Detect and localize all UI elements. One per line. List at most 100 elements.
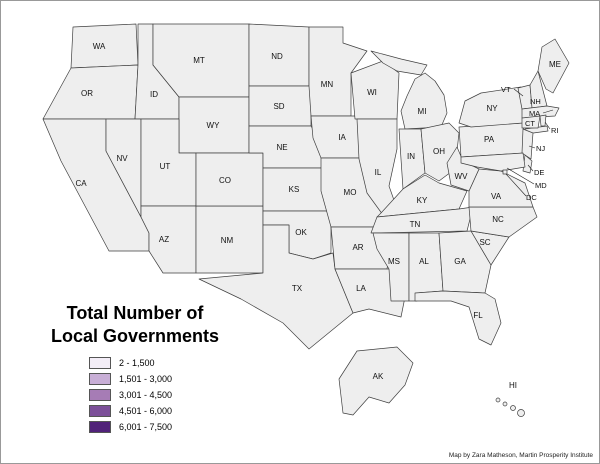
- state-hi-island-4: [517, 409, 525, 417]
- state-label-pa: PA: [484, 135, 495, 144]
- state-label-sd: SD: [273, 102, 284, 111]
- legend-row-2: 1,501 - 3,000: [89, 373, 172, 385]
- state-label-wi: WI: [367, 88, 377, 97]
- state-label-id: ID: [150, 90, 158, 99]
- leader-line-nj: [528, 145, 536, 149]
- state-wv-shape: [446, 146, 480, 192]
- leader-line-dc: [505, 173, 527, 197]
- map-title: Total Number of Local Governments: [29, 302, 241, 347]
- legend-label-3: 3,001 - 4,500: [119, 390, 173, 400]
- legend-row-3: 3,001 - 4,500: [89, 389, 172, 401]
- state-label-la: LA: [356, 284, 366, 293]
- legend-label-2: 1,501 - 3,000: [119, 374, 173, 384]
- attribution: Map by Zara Matheson, Martin Prosperity …: [448, 452, 593, 459]
- state-ri-shape: [539, 114, 547, 127]
- state-label-nc: NC: [492, 215, 504, 224]
- state-label-in: IN: [407, 152, 415, 161]
- state-labels: WA OR CA NV ID MT WY UT AZ NM CO ND SD N…: [75, 42, 561, 390]
- state-label-hi: HI: [509, 381, 517, 390]
- legend-swatch-3: [89, 389, 111, 401]
- leader-line-md: [506, 167, 535, 185]
- state-label-vt: VT: [501, 85, 511, 94]
- state-label-az: AZ: [159, 235, 169, 244]
- leader-line-ma: [542, 109, 554, 114]
- state-wi-shape: [350, 60, 400, 120]
- state-label-tn: TN: [410, 220, 421, 229]
- legend-swatch-5: [89, 421, 111, 433]
- state-mi-lp-shape: [400, 72, 448, 130]
- state-hi-island-2: [502, 401, 508, 407]
- state-label-or: OR: [81, 89, 93, 98]
- state-label-ky: KY: [417, 196, 428, 205]
- state-label-al: AL: [419, 257, 429, 266]
- state-label-ut: UT: [160, 162, 171, 171]
- state-nj-shape: [521, 128, 534, 160]
- legend-row-5: 6,001 - 7,500: [89, 421, 172, 433]
- legend-swatch-1: [89, 357, 111, 369]
- state-label-mi: MI: [418, 107, 427, 116]
- state-label-dc: DC: [526, 193, 537, 202]
- state-ct-shape: [521, 115, 541, 129]
- map-title-line1: Total Number of: [66, 303, 204, 323]
- state-label-nv: NV: [116, 154, 128, 163]
- state-label-va: VA: [491, 192, 502, 201]
- legend: 2 - 1,500 1,501 - 3,000 3,001 - 4,500 4,…: [89, 357, 172, 437]
- state-label-ne: NE: [276, 143, 287, 152]
- state-al-shape: [408, 232, 444, 302]
- state-hi-island-3: [510, 405, 516, 411]
- state-ma-shape: [521, 105, 560, 119]
- leader-line-de: [527, 164, 534, 172]
- state-label-fl: FL: [473, 311, 483, 320]
- state-label-ma: MA: [529, 109, 540, 118]
- state-label-wa: WA: [93, 42, 106, 51]
- state-ak-shape: [338, 346, 414, 416]
- state-label-md: MD: [535, 181, 547, 190]
- state-label-ri: RI: [551, 126, 559, 135]
- legend-label-4: 4,501 - 6,000: [119, 406, 173, 416]
- state-label-co: CO: [219, 176, 231, 185]
- state-label-nj: NJ: [536, 144, 545, 153]
- state-label-ok: OK: [295, 228, 307, 237]
- state-va-shape: [468, 168, 534, 208]
- state-label-ca: CA: [75, 179, 87, 188]
- state-label-nm: NM: [221, 236, 234, 245]
- state-fl-shape: [414, 290, 502, 346]
- state-label-mo: MO: [344, 188, 357, 197]
- state-label-wy: WY: [207, 121, 221, 130]
- state-label-il: IL: [375, 168, 382, 177]
- state-label-oh: OH: [433, 147, 445, 156]
- state-label-tx: TX: [292, 284, 303, 293]
- legend-label-1: 2 - 1,500: [119, 358, 155, 368]
- state-label-nd: ND: [271, 52, 283, 61]
- map-title-line2: Local Governments: [50, 325, 220, 346]
- leader-lines: [505, 88, 554, 197]
- state-label-nh: NH: [530, 97, 541, 106]
- legend-swatch-2: [89, 373, 111, 385]
- state-label-mt: MT: [193, 56, 205, 65]
- state-ga-shape: [438, 230, 492, 294]
- state-label-ga: GA: [454, 257, 466, 266]
- state-label-ak: AK: [373, 372, 384, 381]
- state-label-ar: AR: [352, 243, 363, 252]
- legend-row-4: 4,501 - 6,000: [89, 405, 172, 417]
- leader-line-ri: [544, 121, 551, 130]
- state-label-ks: KS: [289, 185, 300, 194]
- state-label-ia: IA: [338, 133, 346, 142]
- state-label-mn: MN: [321, 80, 334, 89]
- states-group: [42, 23, 570, 417]
- state-hi-island-1: [495, 397, 501, 403]
- state-label-sc: SC: [479, 238, 490, 247]
- legend-label-5: 6,001 - 7,500: [119, 422, 173, 432]
- legend-swatch-4: [89, 405, 111, 417]
- state-label-ct: CT: [525, 119, 535, 128]
- state-dc-shape: [502, 169, 508, 175]
- state-label-de: DE: [534, 168, 544, 177]
- state-label-wv: WV: [455, 172, 469, 181]
- state-me-shape: [537, 38, 570, 94]
- state-md-shape: [460, 152, 526, 172]
- state-label-ms: MS: [388, 257, 400, 266]
- state-label-ny: NY: [486, 104, 498, 113]
- leader-line-vt: [513, 88, 524, 97]
